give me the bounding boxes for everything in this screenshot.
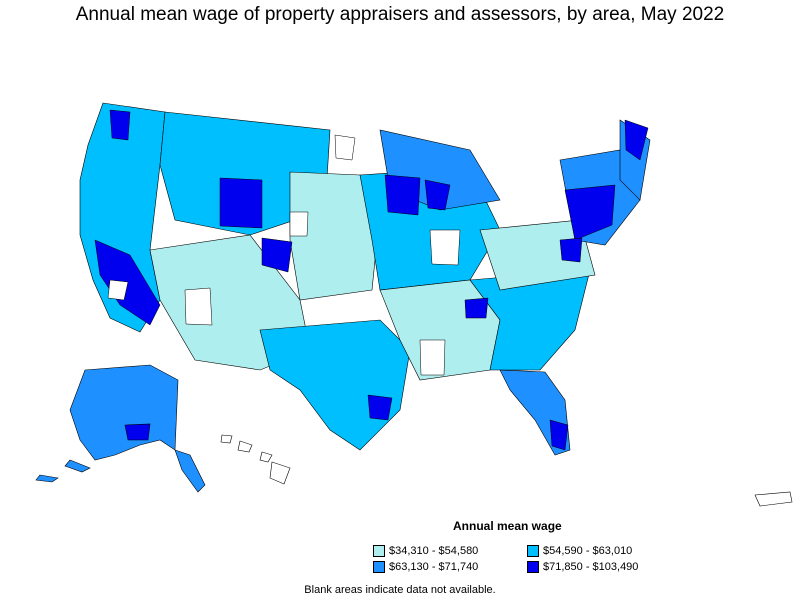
legend-label-1: $34,310 - $54,580 [389, 545, 479, 557]
legend-item-2: $54,590 - $63,010 [527, 545, 632, 557]
legend-label-4: $71,850 - $103,490 [543, 561, 639, 573]
legend-swatch-3 [373, 561, 385, 573]
alaska [35, 364, 206, 493]
hawaii-island-2 [237, 440, 253, 453]
legend-item-4: $71,850 - $103,490 [527, 561, 638, 573]
blank-illinois [429, 229, 461, 266]
puerto-rico [754, 491, 793, 507]
blank-california-desert [107, 279, 129, 301]
legend-label-2: $54,590 - $63,010 [543, 545, 633, 557]
alaska-mainland [69, 364, 179, 461]
blank-south-idaho [289, 211, 309, 237]
area-south-florida [549, 419, 569, 451]
alaska-panhandle [174, 449, 206, 493]
region-appalachia [479, 219, 596, 291]
blank-areas [107, 134, 461, 376]
map-title: Annual mean wage of property appraisers … [75, 4, 725, 25]
blank-north-dakota [334, 134, 356, 161]
hawaii-island-1 [220, 434, 233, 444]
top-tier-areas [94, 109, 649, 451]
legend-swatch-4 [527, 561, 539, 573]
hawaii-big-island [269, 461, 291, 485]
legend-item-3: $63,130 - $71,740 [373, 561, 478, 573]
blank-nevada [184, 287, 213, 326]
legend-swatch-1 [373, 545, 385, 557]
legend-item-1: $34,310 - $54,580 [373, 545, 478, 557]
area-wyoming [219, 177, 263, 229]
alaska-aleutian-2 [35, 474, 59, 483]
area-colorado [261, 237, 293, 273]
legend-swatch-2 [527, 545, 539, 557]
alaska-aleutian-1 [64, 459, 91, 473]
hawaii [220, 434, 291, 485]
puerto-rico-island [754, 491, 793, 507]
blank-mississippi [419, 339, 446, 376]
area-northeast-corridor [564, 184, 616, 241]
hawaii-island-3 [259, 451, 273, 463]
region-texas [259, 319, 411, 451]
area-minnesota [384, 174, 421, 216]
area-tennessee [464, 297, 489, 319]
footnote: Blank areas indicate data not available. [304, 584, 496, 596]
area-dc-metro [559, 237, 583, 263]
legend-label-3: $63,130 - $71,740 [389, 561, 479, 573]
area-puget-sound [109, 109, 131, 141]
area-wisconsin [424, 179, 451, 211]
legend-title: Annual mean wage [453, 519, 562, 533]
alaska-anchorage [124, 423, 151, 441]
area-houston [367, 394, 393, 421]
area-maine [624, 119, 649, 161]
